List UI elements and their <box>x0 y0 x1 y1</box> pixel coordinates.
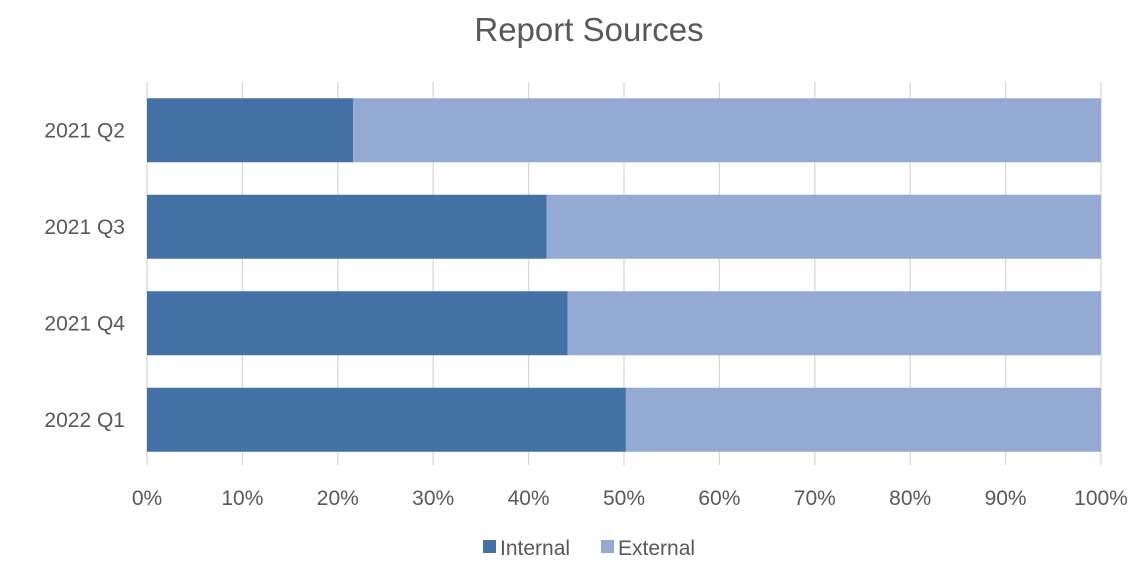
x-tick-label: 10% <box>221 487 263 510</box>
x-tick-label: 0% <box>132 487 162 510</box>
bar-internal <box>147 291 568 356</box>
bar-external <box>567 291 1101 356</box>
x-tick-label: 50% <box>603 487 645 510</box>
bar-external <box>353 98 1102 163</box>
x-tick-label: 100% <box>1074 487 1128 510</box>
x-tick-label: 70% <box>794 487 836 510</box>
chart-title: Report Sources <box>474 11 703 48</box>
bar-external <box>625 387 1101 452</box>
y-axis-labels: 2021 Q2 2021 Q3 2021 Q4 2022 Q1 <box>44 119 125 432</box>
y-tick-label: 2021 Q2 <box>44 119 125 142</box>
bar-internal <box>147 98 354 163</box>
y-tick-label: 2021 Q4 <box>44 312 125 335</box>
legend: Internal External <box>483 537 695 560</box>
x-tick-label: 20% <box>317 487 359 510</box>
bars <box>147 98 1102 452</box>
legend-swatch-external <box>601 540 614 553</box>
legend-swatch-internal <box>483 540 496 553</box>
bar-internal <box>147 387 626 452</box>
x-tick-label: 30% <box>412 487 454 510</box>
x-tick-label: 80% <box>889 487 931 510</box>
y-tick-label: 2022 Q1 <box>44 409 125 432</box>
x-tick-label: 90% <box>985 487 1027 510</box>
x-tick-label: 60% <box>698 487 740 510</box>
y-tick-label: 2021 Q3 <box>44 216 125 239</box>
legend-label-external: External <box>618 537 695 560</box>
x-tick-label: 40% <box>508 487 550 510</box>
legend-label-internal: Internal <box>500 537 570 560</box>
bar-external <box>546 194 1101 259</box>
bar-internal <box>147 194 547 259</box>
x-axis-labels: 0% 10% 20% 30% 40% 50% 60% 70% 80% 90% 100% <box>132 487 1128 510</box>
